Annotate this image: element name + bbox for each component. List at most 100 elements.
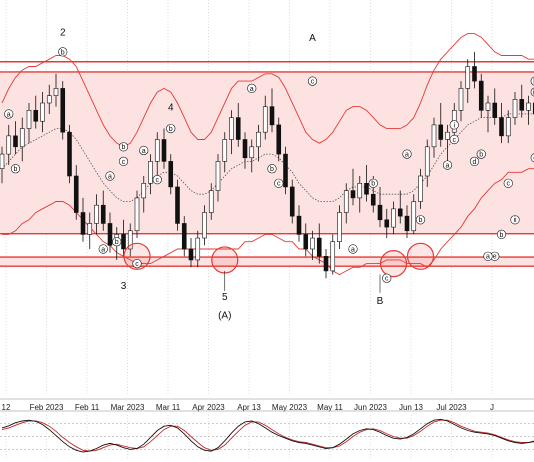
wave-label-circle bbox=[10, 164, 21, 174]
candle-body bbox=[445, 131, 450, 140]
candle-body bbox=[134, 197, 140, 232]
candle-body bbox=[350, 190, 356, 199]
wave-label-minor: a bbox=[486, 254, 490, 261]
wave-label-circle bbox=[118, 156, 129, 166]
wave-label-circle bbox=[112, 237, 122, 247]
candle-body bbox=[46, 95, 52, 104]
wave-label-minor: c bbox=[311, 79, 315, 86]
highlight-circles bbox=[123, 242, 435, 278]
candle-body bbox=[175, 186, 180, 224]
x-tick-label: Apr 13 bbox=[237, 403, 261, 412]
candle-body bbox=[215, 161, 221, 191]
x-tick-label: J bbox=[490, 403, 494, 412]
wave-label-major: 3 bbox=[121, 281, 127, 292]
candle-body bbox=[411, 201, 417, 232]
wave-label-minor: d bbox=[473, 159, 477, 166]
candle-body bbox=[262, 106, 268, 133]
wave-label-circle bbox=[530, 76, 534, 86]
wave-label-circle bbox=[476, 149, 486, 159]
wave-label-minor: b bbox=[115, 239, 119, 246]
candle-body bbox=[60, 88, 66, 133]
x-tick-label: Jun 2023 bbox=[354, 403, 387, 412]
highlight-circle bbox=[211, 246, 239, 274]
candle-body bbox=[195, 237, 201, 261]
candle-body bbox=[53, 88, 59, 97]
wave-label-minor: a bbox=[108, 173, 112, 180]
candle-body bbox=[505, 117, 511, 137]
wave-label-circle bbox=[442, 160, 453, 170]
candle-body bbox=[343, 190, 349, 213]
candle-body bbox=[19, 128, 25, 148]
candle-body bbox=[13, 135, 18, 148]
candle-body bbox=[478, 80, 484, 111]
wave-label-circle bbox=[449, 134, 459, 145]
x-tick-label: 12 bbox=[2, 403, 11, 412]
wave-label-minor: b bbox=[270, 166, 274, 173]
wave-label-major: A bbox=[309, 33, 316, 44]
highlight-circle bbox=[379, 250, 408, 278]
wave-label-minor: a bbox=[142, 148, 146, 155]
highlight-circle bbox=[123, 242, 151, 270]
wave-label-circle bbox=[58, 47, 68, 57]
wave-label-minor: c bbox=[156, 177, 160, 184]
wave-label-circle bbox=[382, 273, 392, 283]
resistance-zone bbox=[0, 71, 534, 234]
wave-label-major: 5 bbox=[222, 292, 228, 303]
candle-body bbox=[438, 124, 444, 140]
wave-label-circle bbox=[105, 171, 115, 181]
candle-body bbox=[485, 102, 491, 111]
candle-body bbox=[208, 190, 214, 213]
x-tick-label: Apr 2023 bbox=[192, 403, 225, 412]
wave-labels: abbabcacbacbabccbacabicbceiieiiiivvicbad… bbox=[4, 27, 534, 321]
candle-body bbox=[269, 106, 275, 126]
wave-label-minor: a bbox=[405, 152, 409, 159]
candle-body bbox=[276, 124, 282, 155]
wave-label-minor: b bbox=[479, 152, 483, 159]
candle-body bbox=[40, 102, 45, 122]
wave-label-minor: b bbox=[500, 232, 504, 239]
support-zone bbox=[0, 257, 534, 267]
horizontal-band bbox=[0, 61, 534, 267]
wave-label-minor: e bbox=[493, 254, 497, 261]
candle-body bbox=[512, 99, 518, 118]
wave-label-circle bbox=[415, 215, 426, 225]
candle-body bbox=[310, 237, 315, 250]
candle-body bbox=[148, 161, 153, 184]
candle-body bbox=[121, 234, 126, 250]
wave-label-circle bbox=[139, 145, 149, 156]
wave-label-major: B bbox=[377, 296, 384, 307]
wave-label-minor: b bbox=[371, 181, 375, 188]
wave-label-circle bbox=[132, 259, 142, 269]
candle-body bbox=[289, 186, 295, 217]
candle-body bbox=[256, 131, 261, 148]
wave-label-minor: i bbox=[453, 122, 455, 129]
candle-body bbox=[519, 99, 525, 111]
x-tick-label: Feb 11 bbox=[75, 403, 100, 412]
highlight-circle bbox=[406, 242, 435, 270]
wave-label-circle bbox=[274, 178, 284, 188]
candle-body bbox=[391, 208, 396, 228]
x-tick-label: Mar 11 bbox=[156, 403, 181, 412]
wave-label-minor: c bbox=[507, 181, 511, 188]
x-axis: 12 Feb 2023 Feb 11 Mar 2023 Mar 11 Apr 2023 Ap… bbox=[0, 398, 534, 412]
wave-label-minor: ii bbox=[513, 217, 517, 224]
candle-body bbox=[526, 102, 531, 111]
candle-body bbox=[323, 255, 329, 272]
wave-label-circle bbox=[348, 244, 358, 254]
wave-label-circle bbox=[530, 87, 534, 97]
wave-label-major: 2 bbox=[60, 27, 66, 38]
wave-label-major: (A) bbox=[218, 310, 231, 321]
oscillator-panel bbox=[0, 410, 534, 453]
wave-label-minor: b bbox=[419, 217, 423, 224]
candle-body bbox=[127, 230, 133, 250]
candle-body bbox=[100, 204, 106, 224]
candle-body bbox=[87, 223, 93, 235]
candle-body bbox=[431, 124, 437, 148]
candle-body bbox=[418, 175, 423, 202]
wave-label-circle bbox=[530, 153, 534, 163]
candle-body bbox=[161, 139, 167, 162]
oscillator-main-line bbox=[1, 418, 534, 453]
wave-label-major: 4 bbox=[168, 102, 174, 113]
